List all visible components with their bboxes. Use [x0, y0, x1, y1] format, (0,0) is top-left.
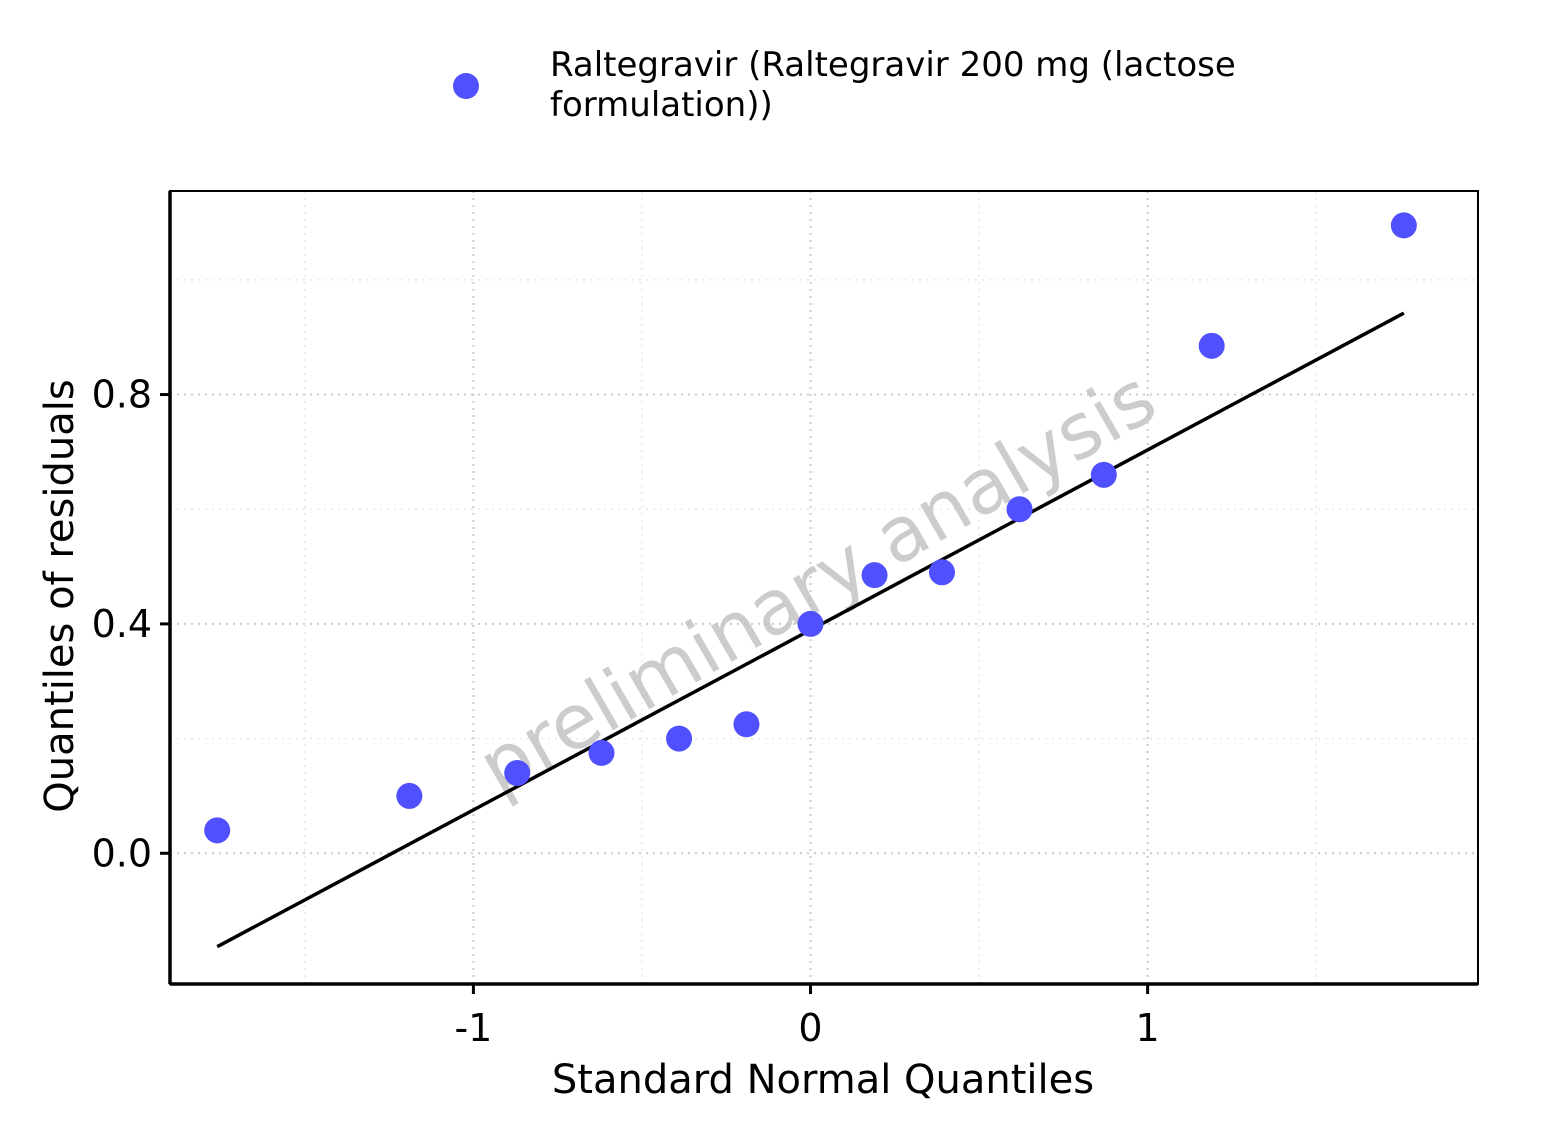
data-point	[928, 559, 955, 586]
data-point	[1198, 332, 1225, 359]
grid-minor	[170, 191, 1478, 984]
data-point	[1390, 212, 1417, 239]
data-point	[1006, 496, 1033, 523]
y-axis-title: Quantiles of residuals	[37, 379, 83, 812]
y-tick-labels: 0.0 0.4 0.8	[92, 373, 152, 876]
data-point	[588, 739, 615, 766]
grid-major	[170, 191, 1478, 984]
y-tick-label: 0.8	[92, 373, 152, 417]
legend-marker	[453, 73, 479, 99]
data-point	[666, 725, 693, 752]
x-axis-title: Standard Normal Quantiles	[552, 1057, 1094, 1103]
data-point	[797, 610, 824, 637]
x-tick-label: -1	[454, 1006, 492, 1050]
data-point	[861, 562, 888, 589]
y-tick-label: 0.4	[92, 602, 152, 646]
watermark-layer: preliminary analysis	[463, 352, 1170, 811]
x-tick-labels: -1 0 1	[454, 1006, 1159, 1050]
legend: Raltegravir (Raltegravir 200 mg (lactose…	[453, 45, 1236, 125]
axes	[160, 190, 1479, 994]
data-point	[396, 782, 423, 809]
legend-label: Raltegravir (Raltegravir 200 mg (lactose…	[550, 45, 1236, 125]
x-tick-label: 1	[1136, 1006, 1160, 1050]
data-point	[733, 711, 760, 738]
y-tick-label: 0.0	[92, 831, 152, 875]
x-tick-label: 0	[798, 1006, 822, 1050]
data-point	[504, 759, 531, 786]
data-points	[204, 212, 1417, 844]
watermark: preliminary analysis	[463, 352, 1170, 811]
data-point	[1090, 461, 1117, 488]
data-point	[204, 817, 231, 844]
